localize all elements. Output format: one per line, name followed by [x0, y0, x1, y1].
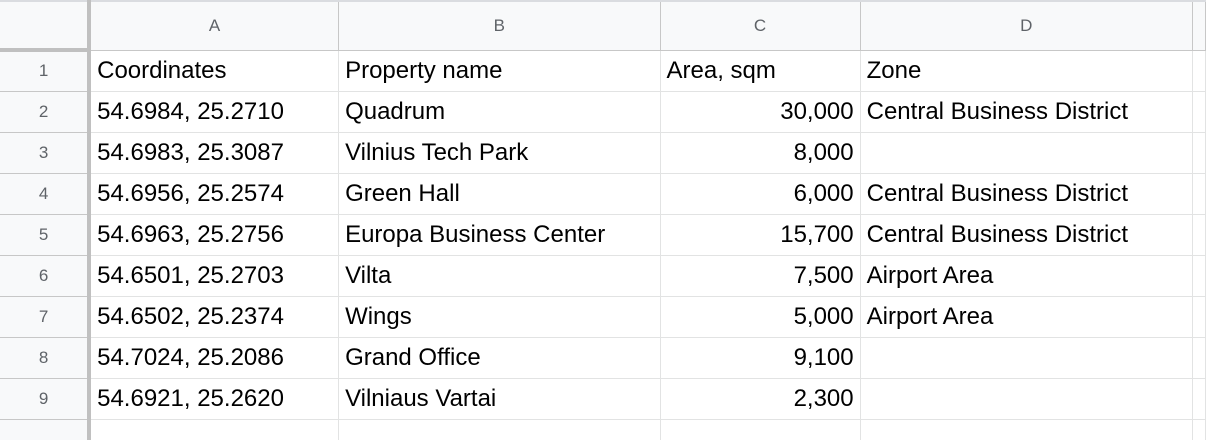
cell-e9[interactable] — [1192, 378, 1206, 420]
cell-b5[interactable]: Europa Business Center — [338, 214, 661, 256]
cell-e6[interactable] — [1192, 255, 1206, 297]
table-row: 7 54.6502, 25.2374 Wings 5,000 Airport A… — [0, 296, 1206, 338]
cell-d1[interactable]: Zone — [860, 50, 1193, 92]
cell-a3[interactable]: 54.6983, 25.3087 — [89, 132, 340, 174]
cell-a2[interactable]: 54.6984, 25.2710 — [89, 91, 340, 133]
cell-c1[interactable]: Area, sqm — [660, 50, 861, 92]
cell-d4[interactable]: Central Business District — [860, 173, 1193, 215]
cell-a5[interactable]: 54.6963, 25.2756 — [89, 214, 340, 256]
row-header[interactable]: 8 — [0, 337, 92, 379]
cell-e7[interactable] — [1192, 296, 1206, 338]
cell-c2[interactable]: 30,000 — [660, 91, 861, 133]
cell-d8[interactable] — [860, 337, 1193, 379]
row-header[interactable]: 1 — [0, 50, 92, 92]
cell-b8[interactable]: Grand Office — [338, 337, 661, 379]
cell-b4[interactable]: Green Hall — [338, 173, 661, 215]
row-header[interactable]: 2 — [0, 91, 92, 133]
cell-a7[interactable]: 54.6502, 25.2374 — [89, 296, 340, 338]
cell-b9[interactable]: Vilniaus Vartai — [338, 378, 661, 420]
table-row: 3 54.6983, 25.3087 Vilnius Tech Park 8,0… — [0, 132, 1206, 174]
table-row: 5 54.6963, 25.2756 Europa Business Cente… — [0, 214, 1206, 256]
cell-d5[interactable]: Central Business District — [860, 214, 1193, 256]
cell-a6[interactable]: 54.6501, 25.2703 — [89, 255, 340, 297]
row-header[interactable]: 3 — [0, 132, 92, 174]
table-row: 2 54.6984, 25.2710 Quadrum 30,000 Centra… — [0, 91, 1206, 133]
cell-b2[interactable]: Quadrum — [338, 91, 661, 133]
row-header[interactable]: 9 — [0, 378, 92, 420]
table-row — [0, 419, 1206, 440]
cell-a1[interactable]: Coordinates — [89, 50, 340, 92]
row-header[interactable]: 5 — [0, 214, 92, 256]
cell-d3[interactable] — [860, 132, 1193, 174]
cell-e2[interactable] — [1192, 91, 1206, 133]
cell-e8[interactable] — [1192, 337, 1206, 379]
cell-c4[interactable]: 6,000 — [660, 173, 861, 215]
column-header-d[interactable]: D — [860, 0, 1193, 51]
row-header[interactable]: 6 — [0, 255, 92, 297]
cell-a9[interactable]: 54.6921, 25.2620 — [89, 378, 340, 420]
cell-empty[interactable] — [1192, 419, 1206, 440]
cell-c5[interactable]: 15,700 — [660, 214, 861, 256]
cell-empty[interactable] — [660, 419, 861, 440]
table-row: 9 54.6921, 25.2620 Vilniaus Vartai 2,300 — [0, 378, 1206, 420]
cell-e3[interactable] — [1192, 132, 1206, 174]
cell-c8[interactable]: 9,100 — [660, 337, 861, 379]
cell-b7[interactable]: Wings — [338, 296, 661, 338]
cell-b1[interactable]: Property name — [338, 50, 661, 92]
cell-c6[interactable]: 7,500 — [660, 255, 861, 297]
cell-empty[interactable] — [338, 419, 661, 440]
cell-d2[interactable]: Central Business District — [860, 91, 1193, 133]
cell-c9[interactable]: 2,300 — [660, 378, 861, 420]
cell-c7[interactable]: 5,000 — [660, 296, 861, 338]
cell-e4[interactable] — [1192, 173, 1206, 215]
cell-a4[interactable]: 54.6956, 25.2574 — [89, 173, 340, 215]
row-header[interactable]: 7 — [0, 296, 92, 338]
row-header[interactable] — [0, 419, 92, 440]
table-row: 8 54.7024, 25.2086 Grand Office 9,100 — [0, 337, 1206, 379]
column-header-a[interactable]: A — [89, 0, 340, 51]
table-row: 1 Coordinates Property name Area, sqm Zo… — [0, 50, 1206, 92]
column-header-e[interactable] — [1192, 0, 1206, 51]
cell-d9[interactable] — [860, 378, 1193, 420]
select-all-corner[interactable] — [0, 0, 92, 52]
cell-a8[interactable]: 54.7024, 25.2086 — [89, 337, 340, 379]
cell-c3[interactable]: 8,000 — [660, 132, 861, 174]
cell-d7[interactable]: Airport Area — [860, 296, 1193, 338]
column-header-c[interactable]: C — [660, 0, 861, 51]
cell-b3[interactable]: Vilnius Tech Park — [338, 132, 661, 174]
cell-d6[interactable]: Airport Area — [860, 255, 1193, 297]
row-header[interactable]: 4 — [0, 173, 92, 215]
cell-empty[interactable] — [89, 419, 340, 440]
cell-e5[interactable] — [1192, 214, 1206, 256]
cell-e1[interactable] — [1192, 50, 1206, 92]
cell-b6[interactable]: Vilta — [338, 255, 661, 297]
table-row: 6 54.6501, 25.2703 Vilta 7,500 Airport A… — [0, 255, 1206, 297]
cell-empty[interactable] — [860, 419, 1193, 440]
column-header-b[interactable]: B — [338, 0, 661, 51]
table-row: 4 54.6956, 25.2574 Green Hall 6,000 Cent… — [0, 173, 1206, 215]
